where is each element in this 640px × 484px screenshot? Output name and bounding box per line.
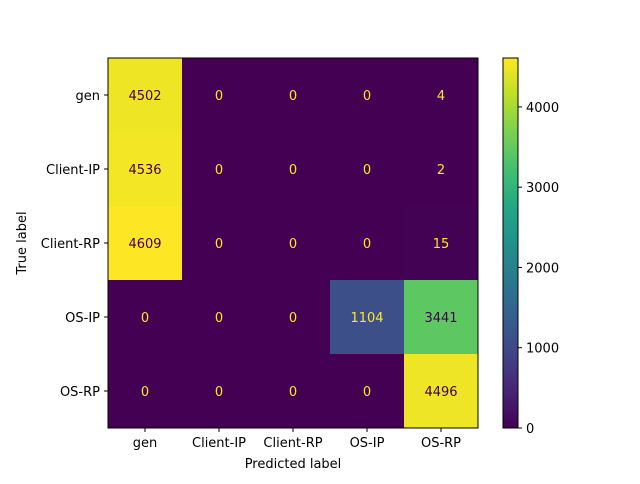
colorbar-tick-label: 0 <box>526 422 534 437</box>
matrix-cell <box>330 132 405 207</box>
cell-value-label: 0 <box>363 89 371 104</box>
cell-value-label: 3441 <box>424 311 457 326</box>
cell-value-label: 0 <box>289 385 297 400</box>
matrix-cell <box>108 354 183 429</box>
x-tick-label: Client-RP <box>263 436 322 451</box>
cell-value-label: 0 <box>289 237 297 252</box>
matrix-cell <box>182 280 257 355</box>
cell-value-label: 0 <box>289 89 297 104</box>
cell-value-label: 0 <box>215 385 223 400</box>
cell-value-label: 15 <box>433 237 450 252</box>
cell-value-label: 0 <box>215 311 223 326</box>
matrix-cell <box>256 58 331 133</box>
cell-value-label: 2 <box>437 163 445 178</box>
x-axis-label: Predicted label <box>245 457 342 472</box>
x-axis-ticks: gen Client-IP Client-RP OS-IP OS-RP <box>133 428 461 451</box>
matrix-cells <box>108 58 479 429</box>
matrix-cell <box>404 132 479 207</box>
matrix-cell <box>182 132 257 207</box>
colorbar-tick-label: 4000 <box>526 101 559 116</box>
matrix-cell <box>108 280 183 355</box>
y-axis-ticks: gen Client-IP Client-RP OS-IP OS-RP <box>41 89 108 400</box>
matrix-cell <box>404 206 479 281</box>
colorbar-tick-label: 1000 <box>526 342 559 357</box>
cell-value-label: 0 <box>141 311 149 326</box>
matrix-cell <box>182 354 257 429</box>
matrix-cell <box>256 354 331 429</box>
cell-value-label: 0 <box>363 237 371 252</box>
x-tick-label: Client-IP <box>192 436 246 451</box>
cell-value-label: 0 <box>215 163 223 178</box>
cell-value-label: 1104 <box>350 311 383 326</box>
matrix-cell <box>108 206 183 281</box>
colorbar-ticks: 0 1000 2000 3000 4000 <box>518 101 559 437</box>
x-tick-label: OS-IP <box>350 436 385 451</box>
matrix-cell <box>108 132 183 207</box>
matrix-cell <box>256 132 331 207</box>
matrix-cell <box>330 354 405 429</box>
matrix-cell <box>330 206 405 281</box>
y-tick-label: OS-RP <box>60 385 100 400</box>
cell-value-label: 4536 <box>128 163 161 178</box>
x-tick-label: OS-RP <box>421 436 461 451</box>
matrix-cell <box>108 58 183 133</box>
colorbar-tick-label: 2000 <box>526 261 559 276</box>
matrix-cell-labels: 4502 0 0 0 4 4536 0 0 0 2 4609 0 0 0 15 0 0 0 1104 3441 0 0 0 0… <box>128 89 457 400</box>
colorbar-frame <box>502 57 519 429</box>
matrix-cell <box>404 354 479 429</box>
colorbar-tick-label: 3000 <box>526 181 559 196</box>
matrix-cell <box>404 280 479 355</box>
colorbar <box>503 58 518 428</box>
cell-value-label: 0 <box>215 237 223 252</box>
y-axis-label: True label <box>15 211 30 275</box>
y-tick-label: Client-IP <box>46 163 100 178</box>
cell-value-label: 4496 <box>424 385 457 400</box>
x-tick-label: gen <box>133 436 158 451</box>
matrix-cell <box>256 206 331 281</box>
y-tick-label: Client-RP <box>41 237 100 252</box>
cell-value-label: 0 <box>141 385 149 400</box>
matrix-cell <box>330 58 405 133</box>
cell-value-label: 4609 <box>128 237 161 252</box>
matrix-cell <box>330 280 405 355</box>
matrix-cell <box>404 58 479 133</box>
cell-value-label: 4 <box>437 89 445 104</box>
matrix-cell <box>256 280 331 355</box>
y-tick-label: OS-IP <box>65 311 100 326</box>
y-tick-label: gen <box>76 89 101 104</box>
cell-value-label: 4502 <box>128 89 161 104</box>
cell-value-label: 0 <box>215 89 223 104</box>
cell-value-label: 0 <box>363 385 371 400</box>
cell-value-label: 0 <box>289 311 297 326</box>
matrix-cell <box>182 58 257 133</box>
cell-value-label: 0 <box>363 163 371 178</box>
matrix-cell <box>182 206 257 281</box>
cell-value-label: 0 <box>289 163 297 178</box>
